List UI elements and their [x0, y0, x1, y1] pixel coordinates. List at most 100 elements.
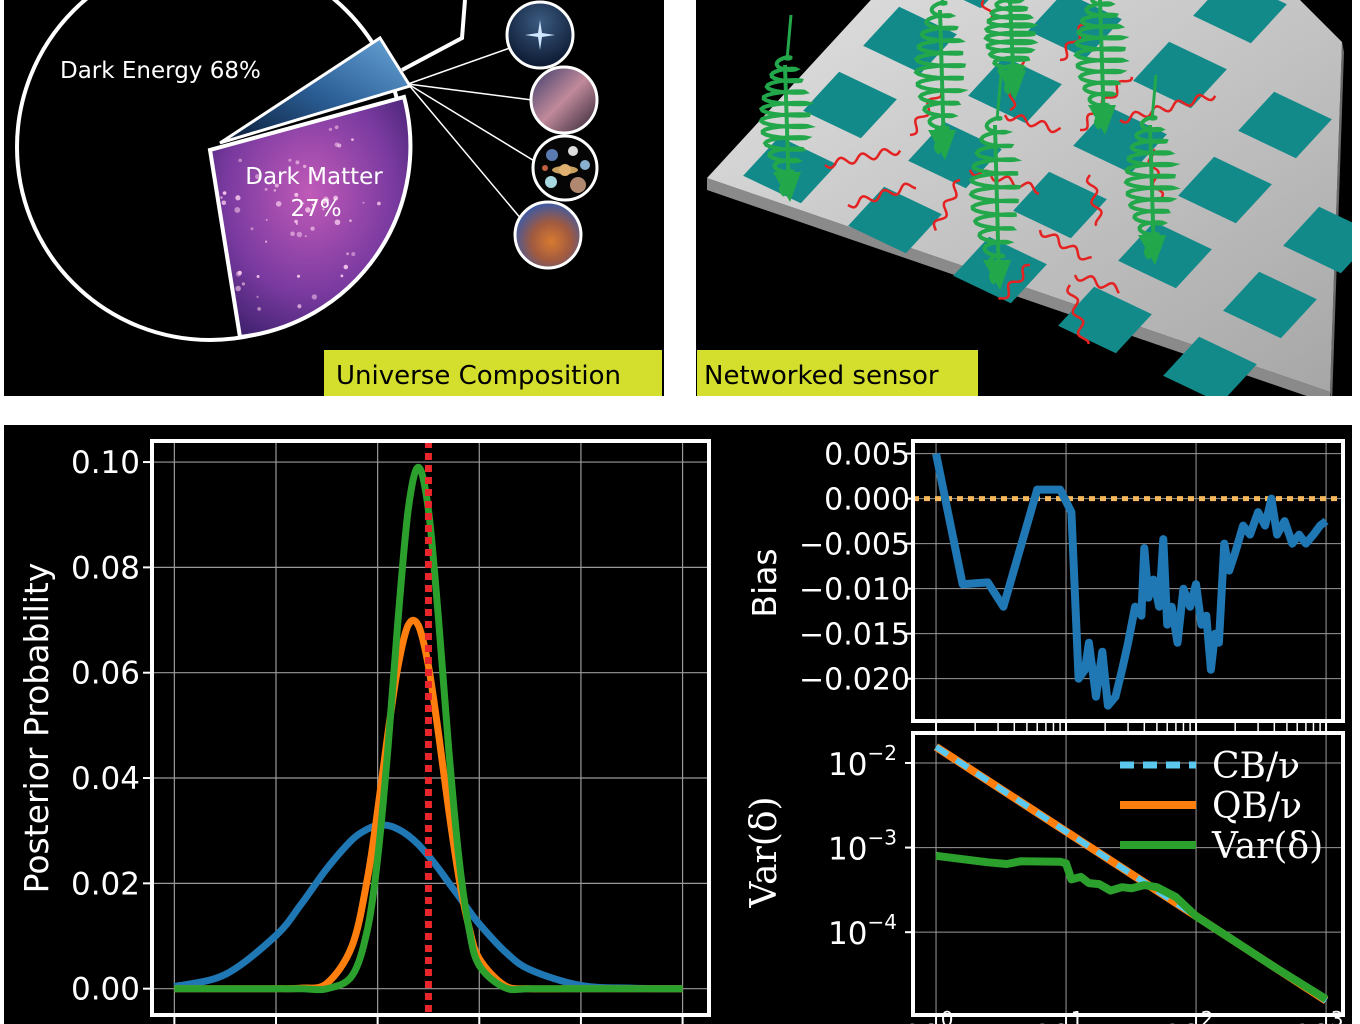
signal-link [824, 147, 902, 170]
blue-posterior-curve [173, 821, 683, 993]
dark-matter-texture [220, 125, 381, 311]
spring-axis [993, 124, 1001, 281]
galaxy-dot [220, 196, 223, 199]
sensor-pad [1283, 206, 1352, 274]
signal-link [998, 263, 1030, 300]
galaxy-dot [362, 201, 365, 204]
galaxy-dot [294, 192, 299, 197]
axes-frame [911, 439, 1345, 723]
y-tick-exponent: −2 [867, 741, 896, 765]
y-tick-label: −0.010 [799, 573, 910, 608]
spring-stem [995, 74, 1003, 121]
galaxy-dot [322, 208, 325, 211]
axes-frame [911, 731, 1345, 1017]
y-tick-labels: 0.00 0.02 0.04 0.06 0.08 0.10 [71, 445, 152, 1008]
dark-energy-label: Dark Energy 68% [60, 58, 261, 84]
nebula-image-circle [513, 200, 583, 270]
signal-link [1085, 174, 1103, 227]
sensor-pad [1133, 41, 1227, 109]
legend-label: CB/ν [1212, 746, 1300, 787]
plot-area [913, 452, 1343, 710]
galaxy-dot [235, 285, 241, 292]
planets-icon [542, 146, 590, 193]
galaxy-dot [265, 218, 268, 221]
galaxy-dot [273, 189, 277, 192]
galaxy-dot [274, 183, 279, 188]
galaxy-dot [297, 304, 302, 309]
y-tick-label: 0.000 [824, 483, 910, 518]
galaxy-dot [377, 201, 381, 206]
sensor-pad [1178, 156, 1272, 224]
spring-axis [1148, 124, 1156, 256]
galaxy-dot [294, 219, 298, 224]
pie-ordinary-matter-slice [219, 35, 413, 145]
galaxy-dot [334, 125, 339, 130]
galaxy-dot [310, 226, 315, 231]
y-tick-label: 0.06 [71, 656, 140, 692]
galaxy-dot [333, 195, 339, 201]
galaxy-dot [290, 231, 295, 237]
sensor-pad [803, 71, 897, 139]
dark-matter-label: Dark Matter [245, 164, 383, 190]
universe-composition-panel: Dark Energy 68% Dark Matter 27% Universe… [4, 0, 664, 396]
dark-matter-percent: 27% [290, 196, 341, 222]
milky-way-image-circle [529, 65, 599, 135]
y-axis-label: Posterior Probability [17, 563, 56, 894]
galaxy-dot [303, 164, 307, 169]
galaxy-dot [288, 158, 292, 162]
spring-axis [938, 9, 946, 151]
galaxy-dot [296, 274, 301, 278]
y-tick-label: 0.08 [71, 550, 140, 586]
x-tick-exponent: 3 [1331, 1007, 1344, 1024]
y-tick-labels: 0.005 0.000 −0.005 −0.010 −0.015 −0.020 [799, 438, 913, 698]
galaxy-dot [256, 295, 259, 299]
galaxy-dot [235, 195, 241, 201]
y-tick-label: 10−2 [828, 741, 897, 783]
galaxy-dot [275, 201, 282, 207]
y-axis-label: Var(δ) [744, 796, 785, 908]
y-tick-label: 0.10 [71, 445, 140, 481]
spring-stem [785, 14, 793, 61]
callout-line [401, 0, 467, 72]
galaxy-dot [297, 207, 300, 211]
posterior-chart: 0.00 0.02 0.04 0.06 0.08 0.10 Posterior Proba… [17, 439, 711, 1024]
galaxy-dot [328, 127, 333, 132]
galaxy-dot [305, 207, 311, 213]
galaxy-dot [349, 219, 352, 223]
sensor-pad [863, 6, 957, 74]
signal-link [847, 182, 917, 209]
galaxy-dot [340, 274, 344, 278]
signal-link [1073, 274, 1120, 294]
galaxy-dot [351, 138, 354, 142]
bottom-panel-background [4, 425, 1352, 1024]
arrowhead-icon [928, 130, 956, 160]
galaxy-dot [343, 264, 349, 270]
y-tick-label: −0.015 [799, 618, 910, 653]
legend-label: QB/ν [1212, 786, 1302, 827]
galaxy-dot [241, 282, 245, 286]
galaxy-dot [302, 202, 305, 205]
y-tick-label: 0.005 [824, 438, 910, 473]
plot-area [173, 441, 683, 1015]
galaxy-dot [323, 196, 329, 202]
galaxy-dot [255, 174, 261, 180]
sensor-pad [1013, 171, 1107, 239]
arrowhead-icon [1138, 235, 1166, 265]
universe-label-box [324, 350, 662, 396]
y-axis-label: Bias [745, 548, 784, 617]
galaxy-dot [334, 219, 341, 226]
galaxy-dot [234, 207, 241, 213]
spring-axis [1098, 0, 1106, 126]
y-tick-label: 0.02 [71, 866, 140, 902]
y-tick-exponent: −4 [867, 910, 896, 934]
galaxy-dot [264, 187, 268, 191]
galaxy-dot [296, 231, 303, 238]
callout-lines [407, 47, 537, 221]
bias-chart: 0.005 0.000 −0.005 −0.010 −0.015 −0.020 Bias [745, 438, 1345, 731]
arrowhead-icon [998, 70, 1026, 100]
sensor-springs [758, 0, 1181, 290]
sensor-pad [848, 186, 942, 254]
signal-link [1066, 284, 1090, 345]
